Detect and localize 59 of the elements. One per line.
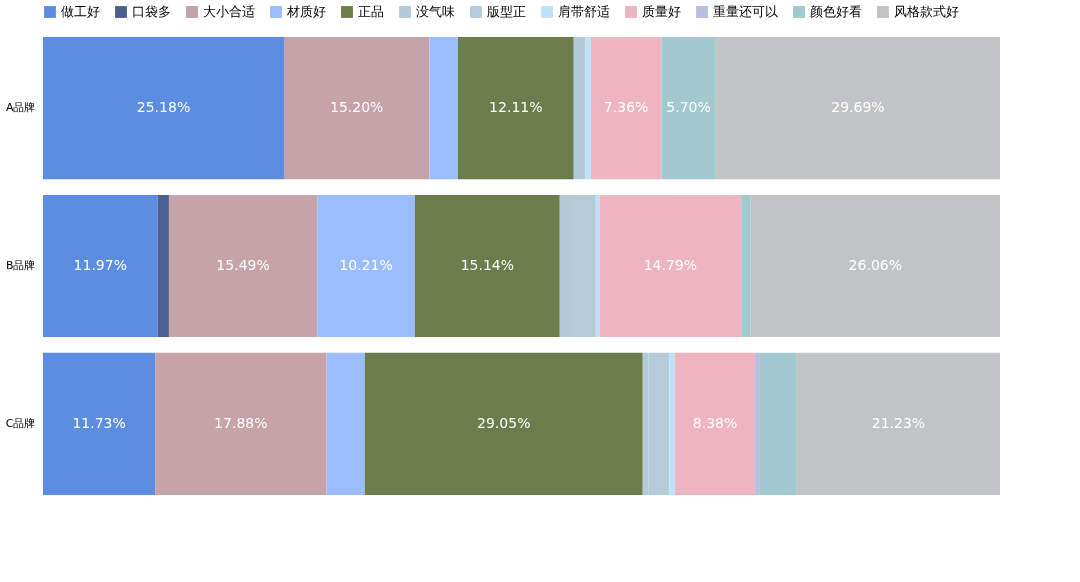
- bar: [283, 37, 430, 180]
- data-label: 14.79%: [643, 257, 698, 273]
- legend-label: 质量好: [642, 4, 681, 19]
- bar: [599, 194, 742, 338]
- bar: [157, 194, 169, 338]
- bar: [759, 352, 797, 495]
- bar: [573, 37, 586, 180]
- legend-label: 颜色好看: [810, 4, 862, 19]
- data-label: 29.05%: [477, 414, 531, 431]
- data-label: 15.49%: [216, 257, 270, 273]
- legend-label: 材质好: [286, 4, 326, 19]
- data-label: 15.14%: [460, 257, 515, 273]
- legend-label: 重量还可以: [713, 4, 778, 19]
- bar: [796, 352, 1000, 495]
- bar: [674, 352, 756, 495]
- bar: [43, 194, 158, 338]
- legend-label: 大小合适: [203, 4, 255, 19]
- bar: [741, 194, 751, 338]
- bar: [43, 352, 156, 495]
- bar: [585, 37, 591, 180]
- bar: [414, 194, 560, 338]
- legend-label: 做工好: [61, 4, 100, 19]
- legend-label: 风格款式好: [894, 4, 959, 19]
- bar: [43, 37, 284, 180]
- bar: [168, 194, 318, 338]
- legend-label: 口袋多: [132, 4, 171, 19]
- legend-label: 正品: [358, 4, 384, 19]
- y-tick-label: A品牌: [5, 101, 36, 115]
- data-label: 26.06%: [848, 257, 902, 273]
- bar: [364, 352, 643, 495]
- bar: [715, 37, 1000, 180]
- bar: [155, 352, 327, 495]
- data-label: 11.97%: [73, 257, 127, 273]
- data-label: 29.69%: [831, 99, 885, 116]
- data-label: 17.88%: [214, 414, 268, 431]
- bar: [595, 194, 600, 338]
- data-label: 21.23%: [871, 414, 926, 431]
- data-label: 11.73%: [72, 414, 126, 431]
- bar: [429, 37, 458, 180]
- data-label: 15.20%: [330, 99, 384, 116]
- bar: [669, 352, 675, 495]
- data-label: 12.11%: [489, 99, 543, 116]
- data-label: 7.36%: [603, 99, 649, 116]
- legend-label: 版型正: [487, 4, 526, 19]
- bar: [326, 352, 365, 495]
- legend-label: 没气味: [416, 4, 455, 19]
- data-label: 25.18%: [136, 99, 191, 116]
- bar: [590, 37, 662, 180]
- data-label: 10.21%: [339, 257, 393, 273]
- legend-label: 肩带舒适: [558, 4, 610, 19]
- y-tick-label: B品牌: [5, 259, 36, 272]
- bar: [317, 194, 415, 338]
- bar: [755, 352, 760, 495]
- bar: [661, 37, 716, 180]
- bar: [750, 194, 1000, 338]
- data-label: 5.70%: [666, 99, 711, 116]
- y-tick-label: C品牌: [5, 416, 36, 430]
- data-label: 8.38%: [692, 414, 738, 431]
- bar: [457, 37, 574, 180]
